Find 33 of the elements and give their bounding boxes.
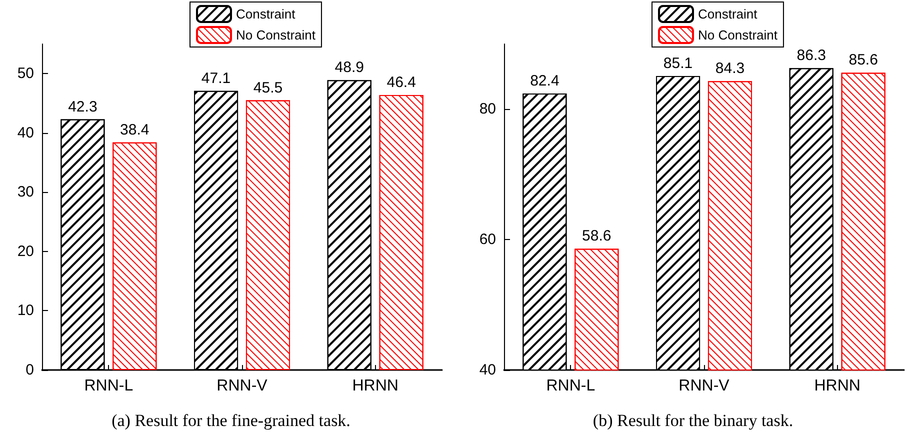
data-label: 86.3 <box>796 47 826 64</box>
data-label: 85.1 <box>663 54 693 72</box>
legend-label: Constraint <box>236 6 296 22</box>
y-tick-label: 50 <box>17 65 34 82</box>
y-tick-label: 20 <box>17 242 34 260</box>
legend-label: No Constraint <box>236 28 316 42</box>
data-label: 42.3 <box>68 98 98 116</box>
y-tick-label: 80 <box>479 100 496 118</box>
y-tick-label: 0 <box>26 362 34 378</box>
y-tick-label: 40 <box>479 362 496 378</box>
legend-label: Constraint <box>698 6 758 22</box>
data-label: 38.4 <box>120 121 150 138</box>
y-tick-label: 40 <box>17 124 34 142</box>
x-tick-label: HRNN <box>814 378 860 394</box>
x-tick-label: HRNN <box>352 378 398 394</box>
data-label: 84.3 <box>715 60 745 78</box>
data-label: 45.5 <box>253 79 283 96</box>
data-label: 58.6 <box>582 228 612 245</box>
y-tick-label: 60 <box>479 231 496 248</box>
text: (a) Result for the fine-grained task. <box>112 411 350 430</box>
x-tick-label: RNN-V <box>678 378 730 394</box>
x-tick-label: RNN-V <box>216 378 268 394</box>
data-label: 46.4 <box>386 74 416 91</box>
data-label: 82.4 <box>530 72 560 90</box>
legend-label: No Constraint <box>698 28 778 42</box>
text: (b) Result for the binary task. <box>592 411 794 430</box>
y-tick-label: 10 <box>17 302 34 320</box>
data-label: 85.6 <box>848 52 878 69</box>
data-label: 48.9 <box>334 59 364 76</box>
data-label: 47.1 <box>201 70 231 87</box>
x-tick-label: RNN-L <box>546 378 596 394</box>
y-tick-label: 30 <box>17 184 34 201</box>
x-tick-label: RNN-L <box>84 378 134 394</box>
